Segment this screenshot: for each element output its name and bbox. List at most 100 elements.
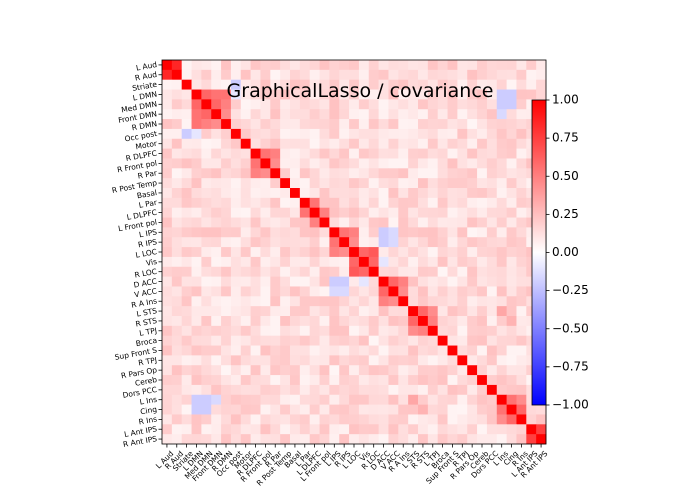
- heatmap-cell: [496, 335, 507, 346]
- heatmap-cell: [447, 355, 458, 366]
- heatmap-cell: [280, 325, 291, 337]
- heatmap-cell: [358, 316, 370, 327]
- heatmap-cell: [496, 237, 507, 248]
- heatmap-cell: [349, 138, 360, 149]
- heatmap-cell: [496, 414, 507, 425]
- heatmap-cell: [447, 394, 458, 405]
- heatmap-cell: [526, 266, 537, 277]
- heatmap-cell: [516, 256, 527, 268]
- heatmap-cell: [290, 89, 301, 100]
- heatmap-cell: [398, 197, 409, 209]
- heatmap-cell: [427, 99, 439, 110]
- y-tick-label: R DMN: [131, 119, 158, 132]
- heatmap-cell: [486, 89, 498, 100]
- heatmap-cell: [250, 384, 261, 396]
- y-tick-label: R A Ins: [131, 296, 158, 309]
- heatmap-cell: [309, 375, 320, 386]
- heatmap-cell: [408, 365, 419, 376]
- heatmap-cell: [408, 79, 419, 90]
- heatmap-cell: [309, 247, 320, 258]
- heatmap-cell: [358, 355, 370, 366]
- heatmap-cell: [496, 394, 507, 405]
- heatmap-cell: [496, 119, 507, 130]
- heatmap-cell: [270, 188, 281, 199]
- heatmap-cell: [240, 414, 251, 425]
- heatmap-cell: [191, 286, 202, 297]
- heatmap-cell: [329, 217, 340, 228]
- heatmap-cell: [368, 394, 379, 405]
- heatmap-cell: [280, 119, 291, 130]
- heatmap-cell: [339, 158, 350, 169]
- heatmap-cell: [211, 365, 222, 376]
- heatmap-cell: [388, 384, 399, 396]
- heatmap-cell: [457, 247, 468, 258]
- heatmap-cell: [221, 227, 232, 238]
- heatmap-cell: [447, 404, 458, 415]
- heatmap-cell: [230, 227, 242, 238]
- heatmap-cell: [309, 89, 320, 100]
- y-tick-label: Vis: [145, 257, 157, 268]
- heatmap-cell: [309, 404, 320, 415]
- heatmap-cell: [516, 217, 527, 228]
- heatmap-cell: [171, 414, 183, 425]
- heatmap-cell: [526, 158, 537, 169]
- heatmap-cell: [506, 365, 517, 376]
- heatmap-cell: [358, 60, 370, 71]
- heatmap-cell: [506, 414, 517, 425]
- heatmap-cell: [240, 109, 251, 120]
- heatmap-cell: [418, 158, 429, 169]
- heatmap-cell: [486, 69, 498, 81]
- heatmap-cell: [250, 207, 261, 218]
- heatmap-cell: [496, 217, 507, 228]
- heatmap-cell: [349, 256, 360, 268]
- heatmap-cell: [496, 256, 507, 268]
- heatmap-cell: [240, 217, 251, 228]
- heatmap-cell: [250, 217, 261, 228]
- heatmap-cell: [447, 168, 458, 179]
- heatmap-cell: [496, 404, 507, 415]
- heatmap-cell: [516, 109, 527, 120]
- heatmap-cell: [240, 394, 251, 405]
- heatmap-cell: [398, 316, 409, 327]
- heatmap-cell: [211, 168, 222, 179]
- heatmap-cell: [477, 69, 488, 81]
- heatmap-cell: [290, 434, 301, 445]
- heatmap-cell: [171, 424, 183, 435]
- heatmap-cell: [477, 148, 488, 159]
- heatmap-cell: [339, 247, 350, 258]
- heatmap-cell: [358, 247, 370, 258]
- heatmap-cell: [319, 168, 330, 179]
- heatmap-cell: [329, 286, 340, 297]
- heatmap-cell: [181, 306, 192, 317]
- heatmap-cell: [457, 316, 468, 327]
- heatmap-cell: [221, 276, 232, 287]
- heatmap-cell: [211, 266, 222, 277]
- heatmap-cell: [506, 384, 517, 396]
- heatmap-cell: [516, 89, 527, 100]
- heatmap-cell: [230, 197, 242, 209]
- heatmap-cell: [260, 325, 271, 337]
- heatmap-cell: [477, 384, 488, 396]
- heatmap-cell: [181, 394, 192, 405]
- heatmap-cell: [526, 424, 537, 435]
- heatmap-cell: [516, 69, 527, 81]
- heatmap-cell: [201, 148, 212, 159]
- heatmap-cell: [230, 266, 242, 277]
- heatmap-cell: [447, 119, 458, 130]
- heatmap-cell: [506, 168, 517, 179]
- heatmap-cell: [270, 306, 281, 317]
- heatmap-cell: [437, 119, 448, 130]
- heatmap-cell: [408, 414, 419, 425]
- heatmap-cell: [319, 178, 330, 189]
- heatmap-cell: [250, 197, 261, 209]
- heatmap-cell: [230, 188, 242, 199]
- heatmap-cell: [240, 375, 251, 386]
- heatmap-cell: [467, 138, 478, 149]
- heatmap-cell: [467, 207, 478, 218]
- heatmap-cell: [299, 138, 311, 149]
- heatmap-cell: [418, 217, 429, 228]
- heatmap-cell: [516, 128, 527, 140]
- heatmap-cell: [329, 414, 340, 425]
- heatmap-cell: [368, 296, 379, 307]
- heatmap-cell: [270, 69, 281, 81]
